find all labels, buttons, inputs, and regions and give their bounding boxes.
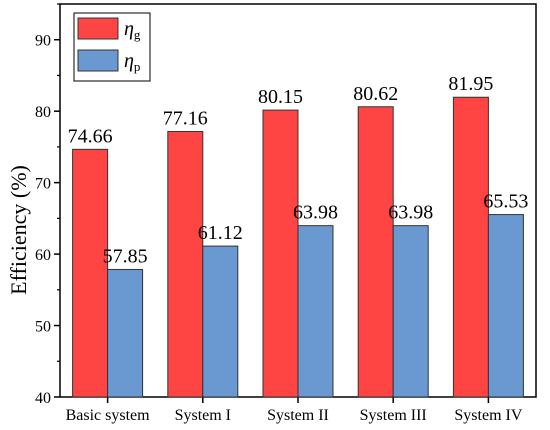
legend-symbol: η <box>124 50 134 72</box>
y-tick-label: 40 <box>35 390 51 407</box>
data-label: 63.98 <box>293 202 338 224</box>
bar-g <box>263 110 298 397</box>
data-label: 77.16 <box>163 107 208 129</box>
x-category-label: System I <box>175 407 231 424</box>
x-category-label: System IV <box>454 407 522 424</box>
bar-p <box>108 269 143 397</box>
legend-symbol: η <box>124 18 134 40</box>
legend-subscript: p <box>134 59 141 74</box>
y-tick-label: 60 <box>35 247 51 264</box>
legend-swatch <box>78 50 118 71</box>
x-category-label: Basic system <box>66 407 151 424</box>
y-tick-label: 80 <box>35 104 51 121</box>
plot-area: 40 50 60 70 80 90 74.66 57.85 Basic system 77.16 6… <box>35 4 536 424</box>
bar-g <box>73 149 108 397</box>
bar-g <box>453 97 488 397</box>
legend-swatch <box>78 18 118 39</box>
y-tick-label: 90 <box>35 33 51 50</box>
bar-g <box>168 131 203 397</box>
data-label: 61.12 <box>198 222 243 244</box>
y-tick-label: 70 <box>35 176 51 193</box>
bar-p <box>298 226 333 397</box>
data-label: 80.62 <box>353 83 398 105</box>
x-category-label: System II <box>267 407 329 424</box>
data-label: 63.98 <box>388 202 433 224</box>
data-label: 57.85 <box>103 245 148 267</box>
y-tick-label: 50 <box>35 319 51 336</box>
data-label: 74.66 <box>68 125 113 147</box>
data-label: 81.95 <box>448 73 493 95</box>
data-label: 80.15 <box>258 86 303 108</box>
data-label: 65.53 <box>483 191 528 213</box>
x-category-label: System III <box>360 407 427 424</box>
bar-p <box>203 246 238 397</box>
legend-subscript: g <box>134 27 141 42</box>
bar-g <box>358 107 393 397</box>
bar-p <box>488 215 523 397</box>
bar-p <box>393 226 428 397</box>
y-axis-title: Efficiency (%) <box>6 165 31 295</box>
